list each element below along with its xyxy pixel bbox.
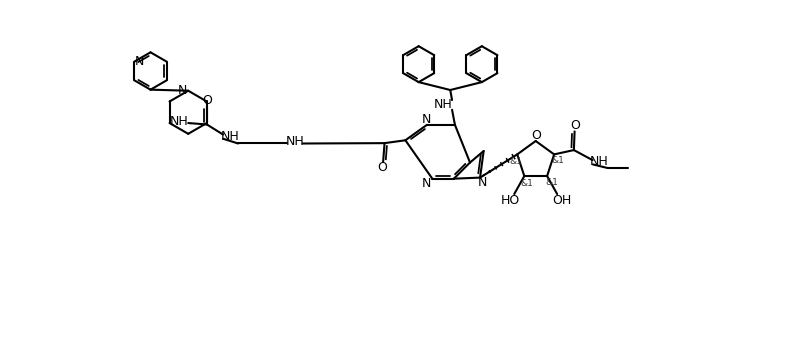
Text: NH: NH [590, 155, 609, 168]
Text: &1: &1 [546, 178, 558, 187]
Text: N: N [178, 83, 187, 96]
Text: NH: NH [286, 135, 304, 148]
Text: NH: NH [221, 130, 239, 143]
Text: HO: HO [500, 193, 519, 206]
Text: O: O [202, 94, 212, 107]
Text: N: N [422, 113, 432, 126]
Text: NH: NH [434, 98, 453, 111]
Text: &1: &1 [551, 156, 564, 165]
Text: OH: OH [553, 193, 572, 206]
Text: N: N [422, 177, 432, 190]
Text: O: O [570, 119, 580, 132]
Text: O: O [378, 162, 387, 174]
Text: N: N [478, 176, 488, 189]
Text: O: O [531, 129, 541, 142]
Text: &1: &1 [520, 179, 533, 188]
Text: &1: &1 [510, 157, 522, 166]
Text: NH: NH [170, 115, 189, 128]
Text: N: N [134, 55, 144, 68]
